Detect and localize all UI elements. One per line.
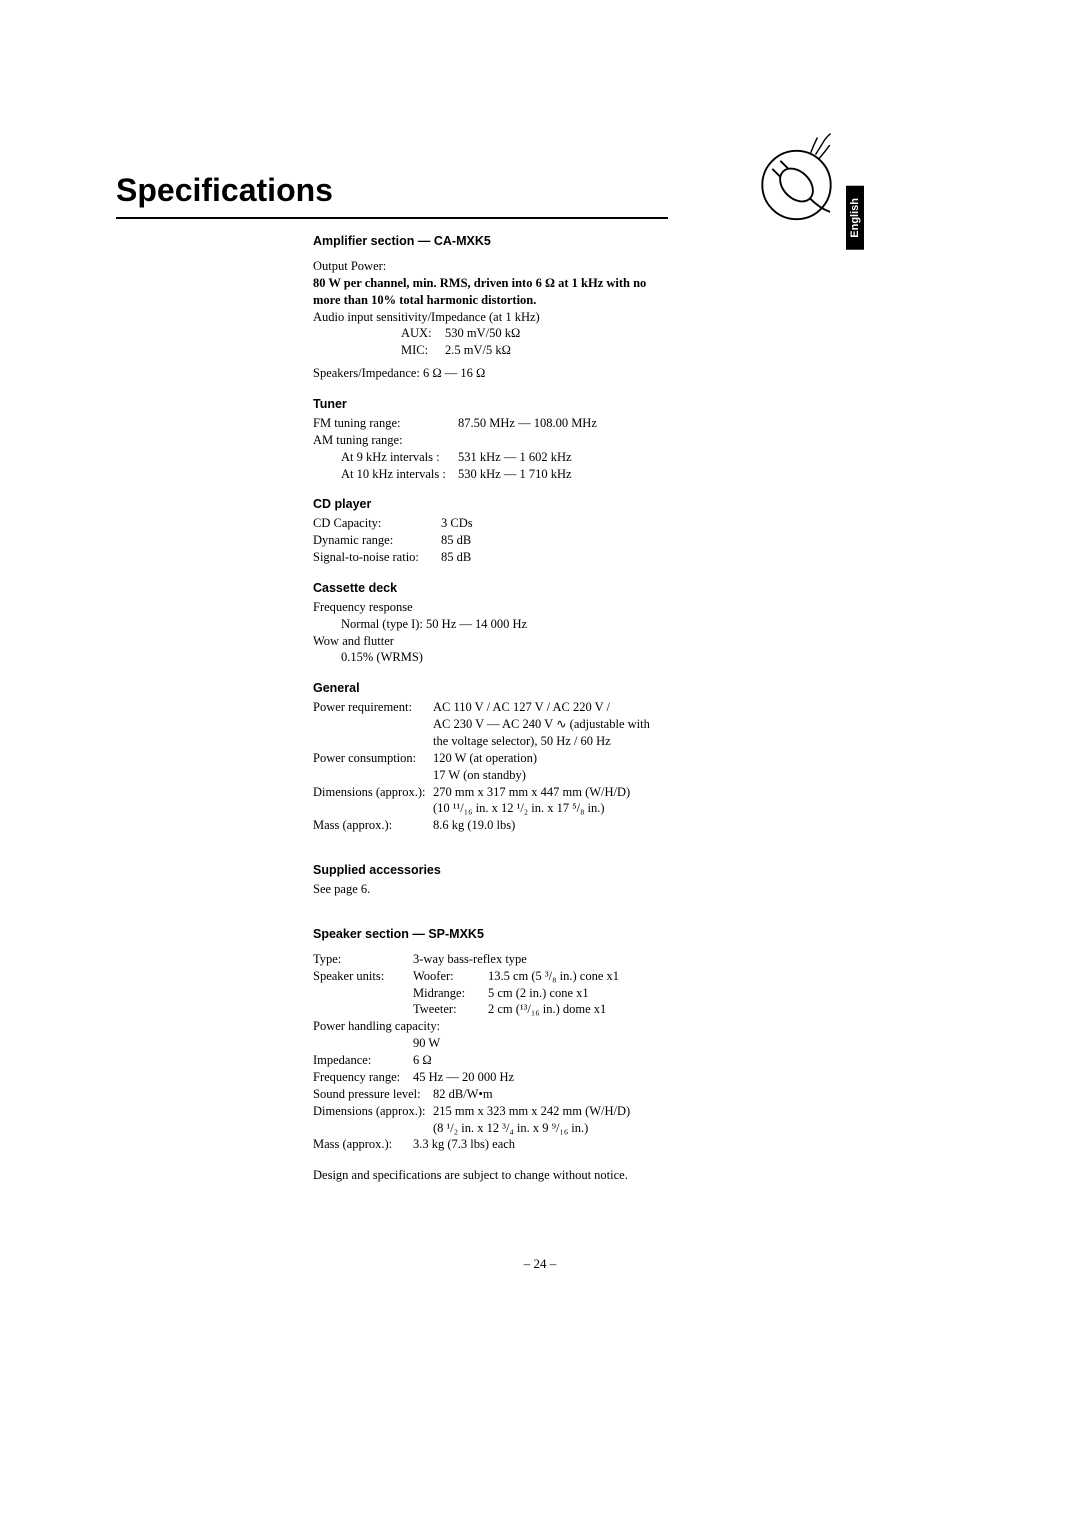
cassette-heading: Cassette deck: [313, 580, 668, 597]
midrange-label: Midrange:: [413, 985, 488, 1002]
speakers-impedance: Speakers/Impedance: 6 Ω — 16 Ω: [313, 365, 668, 382]
speaker-dims-label: Dimensions (approx.):: [313, 1103, 433, 1120]
speaker-impedance-value: 6 Ω: [413, 1052, 432, 1069]
power-req-value1: AC 110 V / AC 127 V / AC 220 V /: [433, 699, 610, 716]
page-number: – 24 –: [0, 1256, 1080, 1272]
cd-capacity-label: CD Capacity:: [313, 515, 441, 532]
cassette-freq-normal: Normal (type I): 50 Hz — 14 000 Hz: [313, 616, 668, 633]
am9-value: 531 kHz — 1 602 kHz: [458, 449, 572, 466]
audio-input-label: Audio input sensitivity/Impedance (at 1 …: [313, 309, 668, 326]
speaker-spl-value: 82 dB/W•m: [433, 1086, 493, 1103]
tweeter-label: Tweeter:: [413, 1001, 488, 1018]
supplied-heading: Supplied accessories: [313, 862, 668, 879]
fm-value: 87.50 MHz — 108.00 MHz: [458, 415, 597, 432]
speaker-impedance-label: Impedance:: [313, 1052, 413, 1069]
specifications-content: Amplifier section — CA-MXK5 Output Power…: [313, 233, 668, 1184]
general-mass-value: 8.6 kg (19.0 lbs): [433, 817, 515, 834]
speaker-heading: Speaker section — SP-MXK5: [313, 926, 668, 943]
power-cap-value: 90 W: [313, 1035, 668, 1052]
midrange-value: 5 cm (2 in.) cone x1: [488, 985, 589, 1002]
output-power-label: Output Power:: [313, 258, 668, 275]
aux-value: 530 mV/50 kΩ: [445, 325, 520, 342]
cd-dynamic-label: Dynamic range:: [313, 532, 441, 549]
am10-value: 530 kHz — 1 710 kHz: [458, 466, 572, 483]
supplied-text: See page 6.: [313, 881, 668, 898]
speaker-spl-label: Sound pressure level:: [313, 1086, 433, 1103]
cassette-wow-label: Wow and flutter: [313, 633, 668, 650]
power-req-value2: AC 230 V — AC 240 V ∿ (adjustable with t…: [313, 716, 668, 750]
cd-snr-value: 85 dB: [441, 549, 471, 566]
woofer-label: Woofer:: [413, 968, 488, 985]
woofer-value: 13.5 cm (5 ³/₈ in.) cone x1: [488, 968, 619, 985]
language-tab: English: [846, 186, 864, 250]
amplifier-heading: Amplifier section — CA-MXK5: [313, 233, 668, 250]
mic-label: MIC:: [401, 342, 445, 359]
speaker-freq-label: Frequency range:: [313, 1069, 413, 1086]
power-cap-label: Power handling capacity:: [313, 1018, 668, 1035]
general-dims-value2: (10 ¹¹/₁₆ in. x 12 ¹/₂ in. x 17 ⁵/₈ in.): [313, 800, 668, 817]
speaker-mass-label: Mass (approx.):: [313, 1136, 413, 1153]
speaker-type-value: 3-way bass-reflex type: [413, 951, 527, 968]
speaker-mass-value: 3.3 kg (7.3 lbs) each: [413, 1136, 515, 1153]
power-cons-value1: 120 W (at operation): [433, 750, 537, 767]
output-power-desc: 80 W per channel, min. RMS, driven into …: [313, 275, 668, 309]
cassette-freq-label: Frequency response: [313, 599, 668, 616]
cd-heading: CD player: [313, 496, 668, 513]
aux-label: AUX:: [401, 325, 445, 342]
speaker-type-label: Type:: [313, 951, 413, 968]
cd-snr-label: Signal-to-noise ratio:: [313, 549, 441, 566]
tuner-heading: Tuner: [313, 396, 668, 413]
plug-icon: [749, 128, 844, 223]
title-section: Specifications: [116, 172, 668, 219]
fm-label: FM tuning range:: [313, 415, 458, 432]
general-dims-value1: 270 mm x 317 mm x 447 mm (W/H/D): [433, 784, 630, 801]
page: Specifications English Amplifier section…: [0, 0, 1080, 1529]
speaker-freq-value: 45 Hz — 20 000 Hz: [413, 1069, 514, 1086]
am10-label: At 10 kHz intervals :: [341, 466, 458, 483]
page-title: Specifications: [116, 172, 668, 219]
general-heading: General: [313, 680, 668, 697]
speaker-dims-value2: (8 ¹/₂ in. x 12 ³/₄ in. x 9 ⁹/₁₆ in.): [313, 1120, 668, 1137]
power-req-label: Power requirement:: [313, 699, 433, 716]
tweeter-value: 2 cm (¹³/₁₆ in.) dome x1: [488, 1001, 606, 1018]
general-mass-label: Mass (approx.):: [313, 817, 433, 834]
cassette-wow-value: 0.15% (WRMS): [313, 649, 668, 666]
power-cons-label: Power consumption:: [313, 750, 433, 767]
am9-label: At 9 kHz intervals :: [341, 449, 458, 466]
cd-capacity-value: 3 CDs: [441, 515, 473, 532]
mic-value: 2.5 mV/5 kΩ: [445, 342, 511, 359]
disclaimer: Design and specifications are subject to…: [313, 1167, 668, 1184]
general-dims-label: Dimensions (approx.):: [313, 784, 433, 801]
speaker-units-label: Speaker units:: [313, 968, 413, 985]
speaker-dims-value1: 215 mm x 323 mm x 242 mm (W/H/D): [433, 1103, 630, 1120]
power-cons-value2: 17 W (on standby): [313, 767, 668, 784]
cd-dynamic-value: 85 dB: [441, 532, 471, 549]
am-label: AM tuning range:: [313, 432, 668, 449]
